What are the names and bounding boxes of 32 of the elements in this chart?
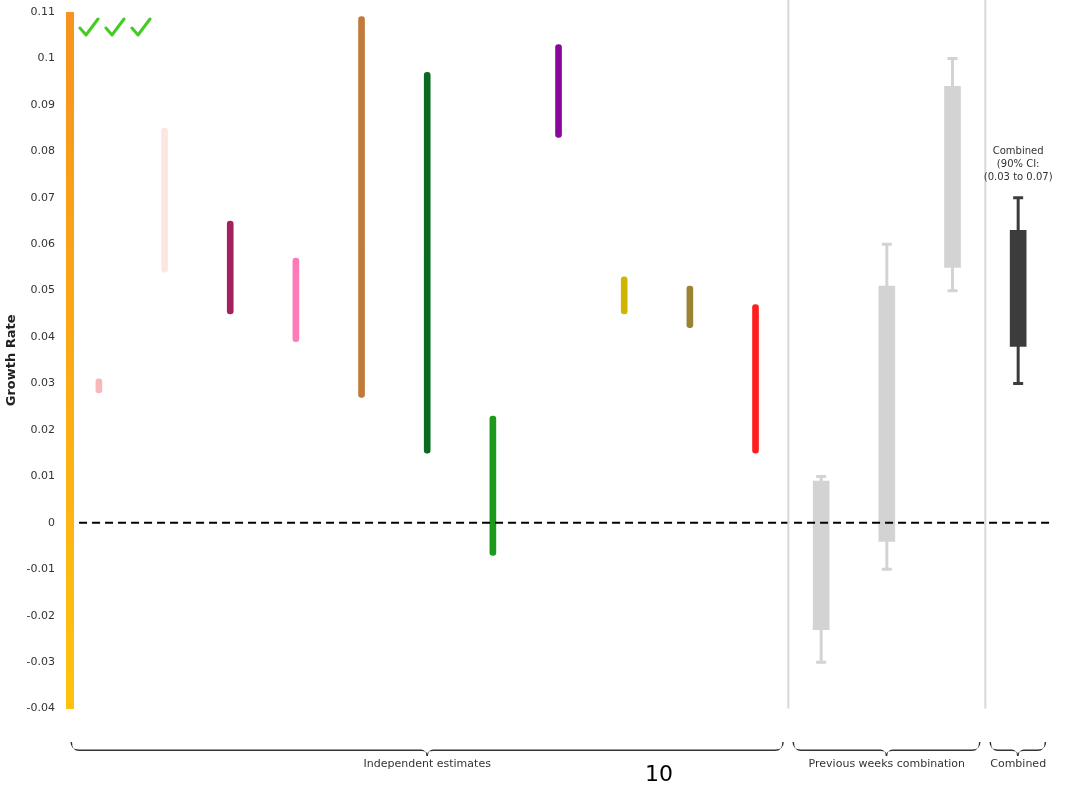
y-tick-label: 0.06 (30, 237, 56, 251)
y-tick-label: -0.02 (26, 608, 56, 622)
y-tick-label: 0.03 (30, 376, 56, 390)
text: Combined (990, 756, 1047, 770)
bar (423, 72, 431, 454)
text: Independent estimates (363, 756, 492, 770)
y-tick-label: 0.08 (30, 144, 56, 158)
text: Previous weeks combination (808, 756, 966, 770)
y-tick-label: 0.07 (30, 190, 56, 204)
bar (226, 220, 234, 315)
y-tick-label: 0.02 (30, 422, 56, 436)
y-tick-label: 0.04 (30, 329, 56, 343)
y-axis-title: Growth Rate (3, 314, 19, 407)
bar (161, 127, 168, 273)
bar (358, 16, 365, 398)
annotation: Combined (90% CI: (0.03 to 0.07) (983, 145, 1053, 183)
bar (620, 276, 628, 315)
y-tick-label: 0.05 (30, 283, 56, 297)
bar (292, 257, 300, 343)
bar (686, 285, 694, 329)
y-tick-label: 0 (48, 515, 56, 529)
y-tick-label: -0.04 (26, 701, 56, 715)
bar (752, 304, 759, 454)
y-tick-label: 0.01 (30, 469, 56, 483)
bar (555, 44, 562, 138)
y-tick-label: 0.11 (30, 4, 56, 18)
y-tick-label: -0.03 (26, 655, 56, 669)
y-tick-label: 0.09 (30, 97, 56, 111)
y-tick-label: 0.1 (37, 51, 56, 65)
text: 10 (645, 761, 674, 786)
bar (489, 415, 497, 556)
y-tick-label: -0.01 (26, 562, 56, 576)
